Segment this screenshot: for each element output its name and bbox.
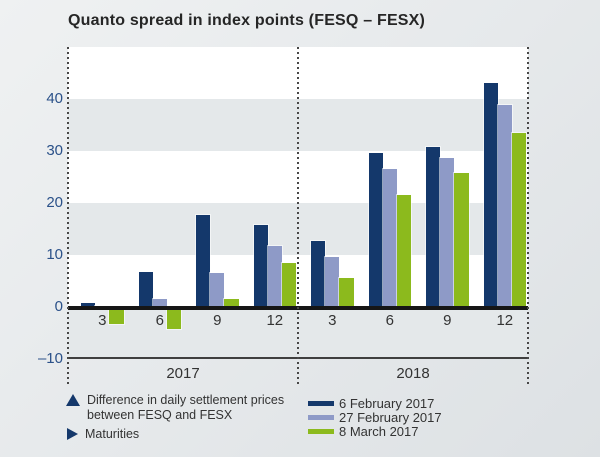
year-label: 2018 bbox=[396, 365, 430, 382]
legend-swatch bbox=[308, 428, 334, 434]
x-tick-label: 6 bbox=[385, 312, 394, 329]
x-tick-label: 9 bbox=[443, 312, 452, 329]
legend-swatch bbox=[308, 414, 334, 420]
bar-2018-m9-s1 bbox=[440, 157, 455, 309]
legend-note-line2: between FESQ and FESX bbox=[87, 407, 233, 422]
bar-2018-m6-s2 bbox=[396, 194, 412, 309]
bar-2017-m12-s1 bbox=[267, 246, 282, 309]
legend-note-maturities: Maturities bbox=[66, 427, 284, 442]
bar-2017-m3-s0 bbox=[81, 302, 96, 309]
bar-2017-m9-s0 bbox=[196, 214, 211, 309]
triangle-right-icon bbox=[67, 428, 78, 440]
legend-swatch bbox=[308, 400, 334, 406]
y-tick-label: 30 bbox=[46, 142, 63, 159]
panel-divider bbox=[67, 47, 69, 385]
legend-notes: Difference in daily settlement prices be… bbox=[66, 393, 284, 447]
bar-2018-m6-s1 bbox=[382, 169, 397, 309]
x-tick-label: 6 bbox=[155, 312, 164, 329]
legend-note-definition: Difference in daily settlement prices be… bbox=[66, 393, 284, 422]
legend-row: 8 March 2017 bbox=[308, 423, 442, 439]
bar-2017-m9-s1 bbox=[210, 272, 225, 309]
y-tick-label: 0 bbox=[54, 298, 63, 315]
bar-2018-m12-s2 bbox=[511, 132, 527, 309]
legend-label: 27 February 2017 bbox=[339, 409, 442, 425]
bar-2017-m12-s0 bbox=[253, 224, 268, 309]
x-tick-label: 12 bbox=[496, 312, 514, 329]
chart-title: Quanto spread in index points (FESQ – FE… bbox=[68, 12, 426, 29]
x-tick-label: 9 bbox=[213, 312, 222, 329]
y-tick-label: –10 bbox=[37, 350, 63, 367]
y-tick-label: 20 bbox=[46, 194, 63, 211]
year-label: 2017 bbox=[166, 365, 200, 382]
bar-2017-m12-s2 bbox=[281, 262, 297, 309]
bar-2018-m3-s0 bbox=[311, 241, 326, 309]
series-legend: 6 February 2017 27 February 2017 8 March 2… bbox=[308, 395, 442, 439]
bar-2017-m9-s2 bbox=[224, 299, 239, 309]
bar-2018-m9-s2 bbox=[454, 173, 469, 309]
panel-divider bbox=[527, 47, 529, 385]
bar-2018-m12-s0 bbox=[483, 83, 498, 309]
triangle-up-icon bbox=[66, 394, 80, 406]
x-tick-label: 3 bbox=[328, 312, 337, 329]
bar-2017-m3-s2 bbox=[109, 309, 124, 324]
panel-divider bbox=[297, 47, 299, 385]
legend-row: 27 February 2017 bbox=[308, 409, 442, 425]
bar-2017-m6-s2 bbox=[166, 309, 182, 330]
x-tick-label: 12 bbox=[266, 312, 284, 329]
legend-row: 6 February 2017 bbox=[308, 395, 442, 411]
legend-note-text: Difference in daily settlement prices be… bbox=[87, 393, 284, 422]
legend-label: 8 March 2017 bbox=[339, 423, 419, 439]
y-tick-label: 10 bbox=[46, 246, 63, 263]
legend-note-line1: Difference in daily settlement prices bbox=[87, 393, 285, 407]
bar-2018-m3-s1 bbox=[325, 256, 340, 309]
legend-label: 6 February 2017 bbox=[339, 395, 435, 411]
y-tick-label: 40 bbox=[46, 90, 63, 107]
bar-2018-m12-s1 bbox=[497, 104, 512, 309]
bar-2017-m6-s0 bbox=[138, 272, 153, 309]
bar-2018-m6-s0 bbox=[368, 153, 383, 309]
bar-2018-m3-s2 bbox=[339, 277, 354, 309]
maturities-label: Maturities bbox=[85, 427, 140, 441]
x-tick-label: 3 bbox=[98, 312, 107, 329]
bar-2018-m9-s0 bbox=[426, 147, 441, 309]
plot-area: 3 6 9 12 2017 3 6 9 12 2018 bbox=[67, 47, 529, 385]
bar-2017-m6-s1 bbox=[152, 298, 167, 309]
